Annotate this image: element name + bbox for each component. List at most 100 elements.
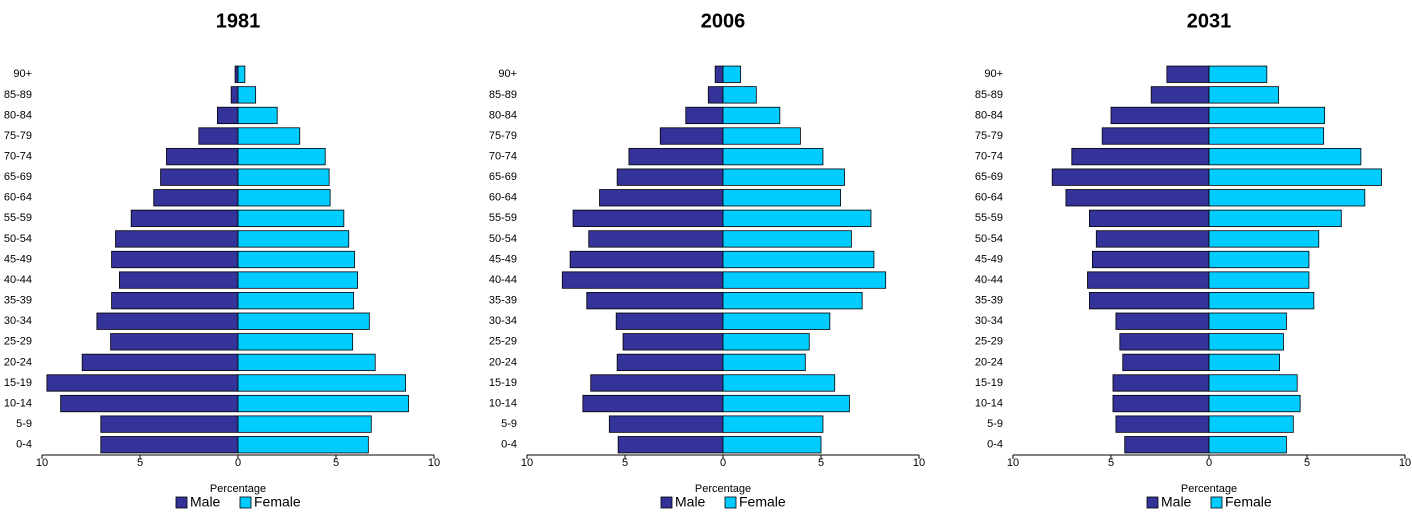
y-tick-label: 40-44 — [489, 274, 517, 286]
bar — [1208, 147, 1362, 166]
bar — [237, 86, 257, 104]
bar — [722, 106, 781, 125]
y-tick-label: 25-29 — [4, 336, 32, 348]
y-tick-label: 35-39 — [489, 295, 517, 307]
y-tick-label: 20-24 — [4, 356, 32, 368]
bar — [153, 189, 239, 207]
bar — [1208, 106, 1326, 125]
y-tick-label: 90+ — [984, 68, 1003, 80]
y-tick-label: 70-74 — [975, 151, 1003, 163]
x-tick-label: 0 — [720, 457, 726, 469]
bar — [1091, 250, 1210, 269]
bar — [237, 106, 278, 125]
bar — [1089, 209, 1210, 227]
bar — [237, 374, 406, 392]
bar — [1208, 353, 1280, 372]
x-axis-label: Percentage — [695, 483, 751, 495]
bar — [722, 189, 841, 207]
x-axis-label: Percentage — [210, 483, 266, 495]
y-tick-label: 15-19 — [975, 377, 1003, 389]
bar — [561, 271, 724, 289]
y-tick-label: 85-89 — [489, 89, 517, 101]
bar — [237, 189, 331, 207]
x-axis-label: Percentage — [1181, 483, 1237, 495]
y-tick-label: 40-44 — [975, 274, 1003, 286]
y-tick-label: 50-54 — [489, 233, 517, 245]
y-tick-label: 30-34 — [975, 315, 1003, 327]
bar — [572, 209, 724, 227]
bar — [237, 394, 409, 413]
chart-title: 2031 — [1187, 10, 1232, 32]
bar — [1208, 230, 1320, 248]
bar — [237, 415, 372, 433]
y-tick-label: 35-39 — [4, 295, 32, 307]
bar — [1051, 168, 1210, 186]
bar — [1208, 394, 1301, 413]
bar — [237, 292, 355, 310]
bar — [237, 353, 376, 372]
y-tick-label: 85-89 — [975, 89, 1003, 101]
bar — [722, 312, 831, 330]
bar — [115, 230, 239, 248]
bar — [237, 271, 358, 289]
bar — [46, 374, 239, 392]
y-tick-label: 35-39 — [975, 295, 1003, 307]
bar — [722, 147, 824, 166]
x-tick-label: 10 — [1399, 457, 1411, 469]
y-tick-label: 5-9 — [987, 418, 1003, 430]
bar — [685, 106, 724, 125]
y-tick-label: 45-49 — [489, 253, 517, 265]
bar — [615, 312, 724, 330]
y-tick-label: 10-14 — [4, 397, 32, 409]
bar — [722, 292, 863, 310]
bar — [1150, 86, 1210, 104]
y-tick-label: 30-34 — [4, 315, 32, 327]
bar — [1208, 292, 1315, 310]
y-tick-label: 30-34 — [489, 315, 517, 327]
y-tick-label: 45-49 — [975, 253, 1003, 265]
bar — [722, 65, 742, 83]
bar — [96, 312, 239, 330]
bar — [586, 292, 724, 310]
y-tick-label: 50-54 — [975, 233, 1003, 245]
legend-label: Male — [675, 494, 706, 510]
bar — [237, 127, 301, 145]
y-tick-label: 20-24 — [975, 356, 1003, 368]
bar — [1124, 436, 1210, 454]
bar — [130, 209, 239, 227]
bar — [237, 312, 370, 330]
x-tick-label: 5 — [1304, 457, 1310, 469]
bar — [722, 127, 801, 145]
y-tick-label: 10-14 — [489, 397, 517, 409]
bar — [582, 394, 724, 413]
bar — [722, 415, 824, 433]
bar — [1115, 415, 1210, 433]
bar — [628, 147, 724, 166]
bar — [1208, 189, 1366, 207]
y-tick-label: 50-54 — [4, 233, 32, 245]
bar — [111, 292, 239, 310]
x-tick-label: 5 — [818, 457, 824, 469]
y-tick-label: 65-69 — [975, 171, 1003, 183]
y-tick-label: 40-44 — [4, 274, 32, 286]
x-tick-label: 10 — [36, 457, 48, 469]
bar — [722, 86, 757, 104]
y-tick-label: 75-79 — [489, 130, 517, 142]
bar — [588, 230, 724, 248]
legend-label: Female — [254, 494, 301, 510]
bar — [237, 250, 356, 269]
bar — [707, 86, 724, 104]
bar — [1208, 271, 1310, 289]
bar — [234, 65, 239, 83]
y-tick-label: 55-59 — [489, 212, 517, 224]
y-tick-label: 5-9 — [501, 418, 517, 430]
bar — [722, 230, 852, 248]
y-tick-label: 25-29 — [489, 336, 517, 348]
bar — [1208, 312, 1287, 330]
y-tick-label: 80-84 — [975, 109, 1003, 121]
legend-marker — [1146, 496, 1159, 509]
bar — [237, 333, 354, 351]
bar — [111, 250, 239, 269]
y-tick-label: 60-64 — [4, 192, 32, 204]
